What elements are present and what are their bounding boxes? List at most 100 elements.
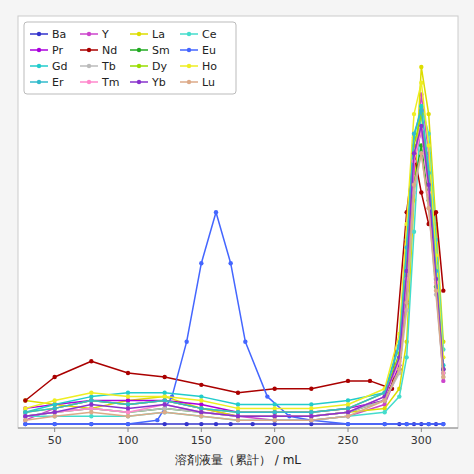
- legend-label: Lu: [202, 76, 215, 89]
- series-point: [23, 406, 27, 410]
- series-point: [126, 402, 130, 406]
- series-point: [309, 402, 313, 406]
- series-point: [397, 367, 401, 371]
- series: [23, 128, 445, 415]
- series-point: [162, 410, 166, 414]
- legend-marker: [37, 32, 41, 36]
- legend-frame: [24, 22, 236, 94]
- series-point: [426, 206, 430, 210]
- series-point: [126, 394, 130, 398]
- series-point: [346, 406, 350, 410]
- series-point: [434, 210, 438, 214]
- legend-label: Tm: [101, 76, 119, 89]
- series-point: [126, 398, 130, 402]
- series-point: [243, 339, 247, 343]
- series-point: [272, 414, 276, 418]
- series-point: [52, 410, 56, 414]
- legend-label: Yb: [151, 76, 166, 89]
- series-point: [162, 398, 166, 402]
- legend-marker: [137, 80, 141, 84]
- series-point: [126, 414, 130, 418]
- series-point: [89, 398, 93, 402]
- series-point: [309, 418, 313, 422]
- x-tick: [348, 428, 349, 432]
- legend-label: Ho: [202, 60, 217, 73]
- series-point: [412, 151, 416, 155]
- chart: 50100150200250300溶剤液量（累計） / mLBaYLaCePrN…: [0, 0, 474, 474]
- series-point: [23, 398, 27, 402]
- series-point: [214, 210, 218, 214]
- series-point: [89, 398, 93, 402]
- series-point: [52, 406, 56, 410]
- series-point: [236, 390, 240, 394]
- series-point: [346, 410, 350, 414]
- series-point: [199, 422, 203, 426]
- series-line: [25, 106, 443, 412]
- series-point: [162, 398, 166, 402]
- series-point: [309, 406, 313, 410]
- legend-item: Pr: [30, 44, 63, 57]
- series-point: [52, 414, 56, 418]
- series-point: [52, 406, 56, 410]
- series-point: [89, 402, 93, 406]
- series: [23, 104, 445, 422]
- series-point: [309, 418, 313, 422]
- legend-item: Ce: [180, 28, 217, 41]
- series-point: [382, 422, 386, 426]
- series-point: [89, 410, 93, 414]
- series-point: [89, 398, 93, 402]
- series-point: [89, 394, 93, 398]
- series-point: [228, 261, 232, 265]
- series-point: [346, 414, 350, 418]
- series-point: [441, 375, 445, 379]
- series-point: [412, 151, 416, 155]
- series-point: [52, 402, 56, 406]
- series: [23, 65, 445, 419]
- series: [23, 112, 445, 415]
- legend-label: Sm: [152, 44, 170, 57]
- series-point: [52, 410, 56, 414]
- series-point: [162, 375, 166, 379]
- series-point: [382, 398, 386, 402]
- series-point: [397, 367, 401, 371]
- legend-item: Lu: [180, 76, 215, 89]
- series-point: [236, 414, 240, 418]
- series-line: [25, 110, 443, 412]
- legend-label: Nd: [102, 44, 117, 57]
- series-point: [382, 398, 386, 402]
- series-point: [404, 355, 408, 359]
- series-point: [126, 398, 130, 402]
- series-point: [126, 422, 130, 426]
- series-point: [199, 410, 203, 414]
- series-point: [126, 414, 130, 418]
- series-point: [272, 418, 276, 422]
- series-point: [23, 414, 27, 418]
- series-point: [23, 422, 27, 426]
- series-point: [412, 183, 416, 187]
- series-point: [184, 422, 188, 426]
- legend-marker: [137, 48, 141, 52]
- series-point: [126, 406, 130, 410]
- series-point: [426, 206, 430, 210]
- background: [0, 0, 474, 474]
- series-point: [426, 183, 430, 187]
- series-point: [412, 230, 416, 234]
- series-line: [25, 94, 443, 420]
- series-point: [236, 414, 240, 418]
- series-point: [412, 183, 416, 187]
- legend-marker: [37, 80, 41, 84]
- series-point: [52, 398, 56, 402]
- series-point: [346, 410, 350, 414]
- series-point: [272, 422, 276, 426]
- series-point: [23, 418, 27, 422]
- series-point: [236, 418, 240, 422]
- series: [23, 128, 445, 419]
- series-point: [52, 375, 56, 379]
- series-point: [272, 387, 276, 391]
- x-tick: [274, 428, 275, 432]
- series-point: [272, 414, 276, 418]
- series-point: [199, 261, 203, 265]
- series-point: [23, 410, 27, 414]
- series-point: [236, 414, 240, 418]
- series-point: [199, 414, 203, 418]
